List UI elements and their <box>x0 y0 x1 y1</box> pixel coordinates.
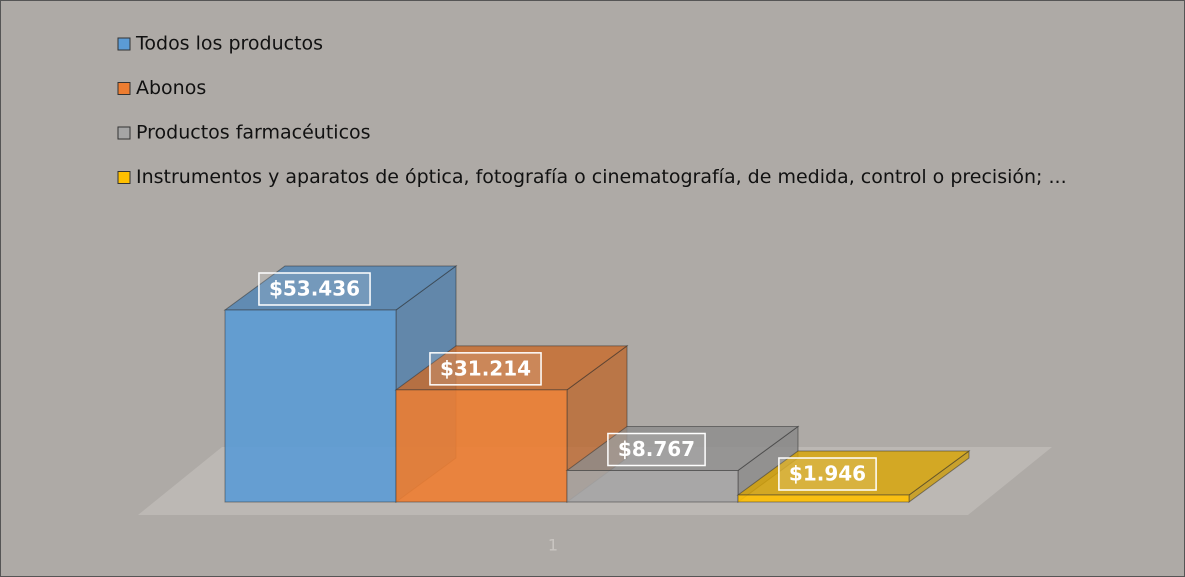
bar-front <box>737 494 910 503</box>
bar-front <box>224 309 397 503</box>
data-label: $8.767 <box>618 437 695 461</box>
data-label-box <box>607 432 706 467</box>
data-label-box <box>258 272 371 306</box>
data-label-box <box>429 352 542 386</box>
bar-front <box>566 469 739 503</box>
legend-swatch <box>117 37 131 51</box>
legend-label: Productos farmacéuticos <box>136 122 371 144</box>
bar <box>736 450 971 503</box>
legend-swatch <box>117 126 131 140</box>
data-label: $53.436 <box>269 277 360 301</box>
x-tick-label: 1 <box>548 536 558 555</box>
legend-label: Instrumentos y aparatos de óptica, fotog… <box>136 166 1067 188</box>
bar-front <box>395 389 568 503</box>
legend-label: Todos los productos <box>135 33 323 55</box>
legend-label: Abonos <box>136 77 206 99</box>
data-label: $1.946 <box>789 462 866 486</box>
bar <box>565 425 800 503</box>
legend-swatch <box>117 82 131 95</box>
data-label: $31.214 <box>440 356 531 380</box>
data-label-box <box>778 457 877 491</box>
legend-swatch <box>117 171 131 184</box>
